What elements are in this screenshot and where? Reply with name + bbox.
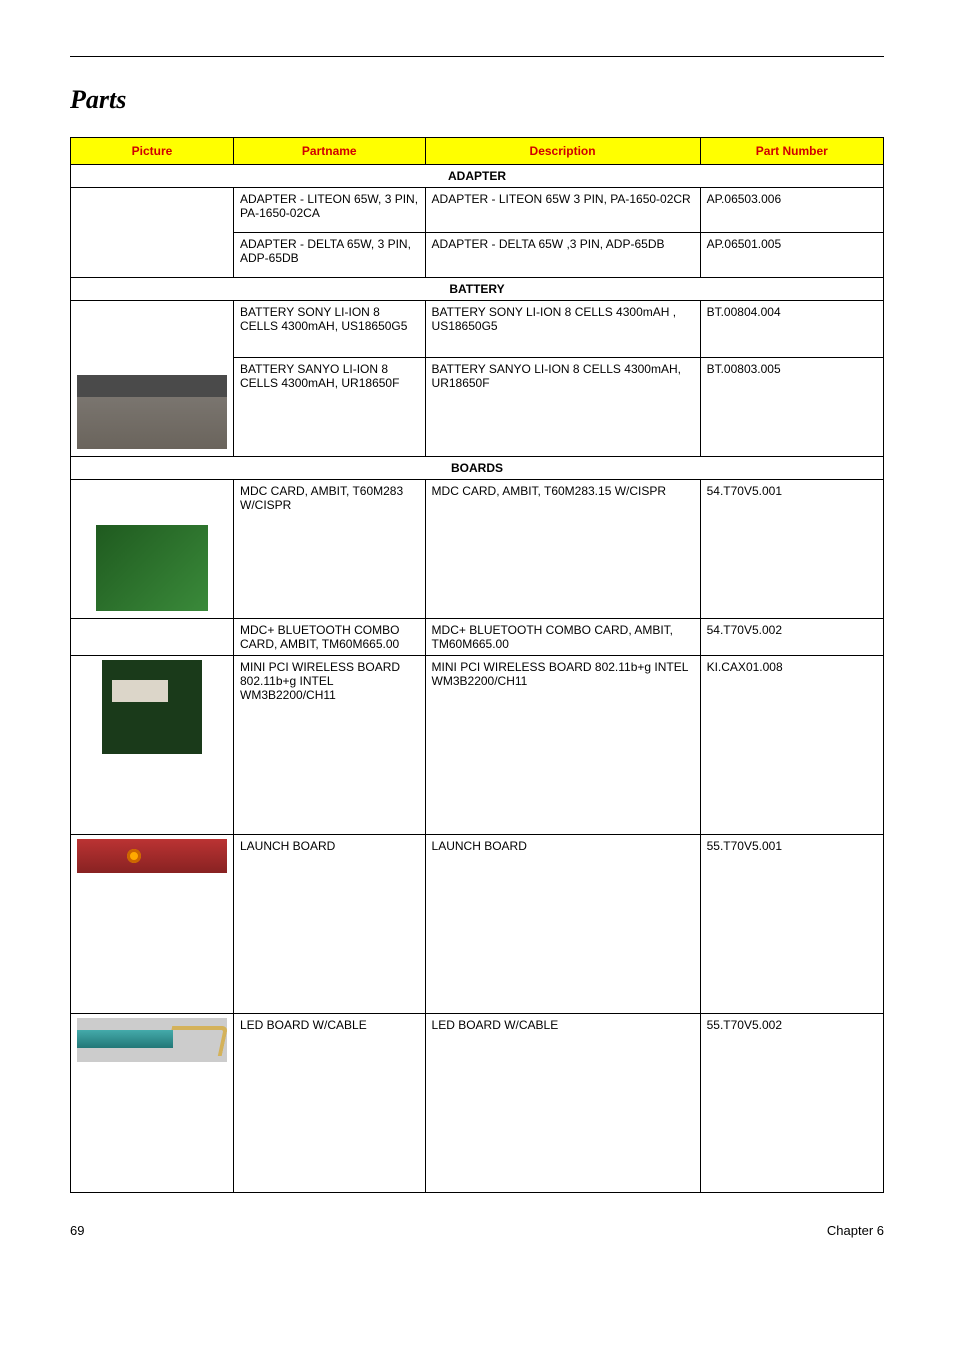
section-adapter: ADAPTER: [71, 165, 884, 188]
table-row: BATTERY SONY LI-ION 8 CELLS 4300mAH, US1…: [71, 301, 884, 358]
section-adapter-label: ADAPTER: [71, 165, 884, 188]
table-row: ADAPTER - LITEON 65W, 3 PIN, PA-1650-02C…: [71, 188, 884, 233]
partname-cell: ADAPTER - LITEON 65W, 3 PIN, PA-1650-02C…: [234, 188, 426, 233]
description-cell: MDC+ BLUETOOTH COMBO CARD, AMBIT, TM60M6…: [425, 619, 700, 656]
partname-cell: BATTERY SONY LI-ION 8 CELLS 4300mAH, US1…: [234, 301, 426, 358]
partnum-cell: AP.06501.005: [700, 233, 883, 278]
wireless-thumbnail: [102, 660, 202, 754]
launch-image: [71, 835, 234, 1014]
page-number: 69: [70, 1223, 84, 1238]
description-cell: BATTERY SONY LI-ION 8 CELLS 4300mAH , US…: [425, 301, 700, 358]
partname-cell: MDC+ BLUETOOTH COMBO CARD, AMBIT, TM60M6…: [234, 619, 426, 656]
partname-cell: BATTERY SANYO LI-ION 8 CELLS 4300mAH, UR…: [234, 358, 426, 457]
mdc-thumbnail: [96, 525, 208, 611]
description-cell: LED BOARD W/CABLE: [425, 1014, 700, 1193]
blank-image: [71, 619, 234, 656]
section-boards: BOARDS: [71, 457, 884, 480]
header-row: Picture Partname Description Part Number: [71, 138, 884, 165]
table-row: MDC+ BLUETOOTH COMBO CARD, AMBIT, TM60M6…: [71, 619, 884, 656]
led-image: [71, 1014, 234, 1193]
description-cell: BATTERY SANYO LI-ION 8 CELLS 4300mAH, UR…: [425, 358, 700, 457]
table-row: MINI PCI WIRELESS BOARD 802.11b+g INTEL …: [71, 656, 884, 835]
partname-cell: LED BOARD W/CABLE: [234, 1014, 426, 1193]
col-picture: Picture: [71, 138, 234, 165]
partnum-cell: 54.T70V5.001: [700, 480, 883, 619]
adapter-image: [71, 188, 234, 278]
partnum-cell: BT.00803.005: [700, 358, 883, 457]
parts-table: Picture Partname Description Part Number…: [70, 137, 884, 1193]
description-cell: MDC CARD, AMBIT, T60M283.15 W/CISPR: [425, 480, 700, 619]
table-row: LAUNCH BOARD LAUNCH BOARD 55.T70V5.001: [71, 835, 884, 1014]
description-cell: ADAPTER - DELTA 65W ,3 PIN, ADP-65DB: [425, 233, 700, 278]
led-thumbnail: [77, 1018, 227, 1062]
description-cell: MINI PCI WIRELESS BOARD 802.11b+g INTEL …: [425, 656, 700, 835]
section-battery-label: BATTERY: [71, 278, 884, 301]
chapter-label: Chapter 6: [827, 1223, 884, 1238]
partnum-cell: 54.T70V5.002: [700, 619, 883, 656]
mdc-image: [71, 480, 234, 619]
col-description: Description: [425, 138, 700, 165]
partnum-cell: 55.T70V5.001: [700, 835, 883, 1014]
table-row: MDC CARD, AMBIT, T60M283 W/CISPR MDC CAR…: [71, 480, 884, 619]
launch-thumbnail: [77, 839, 227, 873]
battery-thumbnail: [77, 375, 227, 449]
top-divider: [70, 56, 884, 57]
battery-image: [71, 301, 234, 457]
col-partnumber: Part Number: [700, 138, 883, 165]
partnum-cell: BT.00804.004: [700, 301, 883, 358]
description-cell: ADAPTER - LITEON 65W 3 PIN, PA-1650-02CR: [425, 188, 700, 233]
page-footer: 69 Chapter 6: [70, 1223, 884, 1238]
partnum-cell: AP.06503.006: [700, 188, 883, 233]
section-boards-label: BOARDS: [71, 457, 884, 480]
table-row: LED BOARD W/CABLE LED BOARD W/CABLE 55.T…: [71, 1014, 884, 1193]
wireless-image: [71, 656, 234, 835]
partname-cell: MINI PCI WIRELESS BOARD 802.11b+g INTEL …: [234, 656, 426, 835]
col-partname: Partname: [234, 138, 426, 165]
partnum-cell: KI.CAX01.008: [700, 656, 883, 835]
partnum-cell: 55.T70V5.002: [700, 1014, 883, 1193]
section-battery: BATTERY: [71, 278, 884, 301]
description-cell: LAUNCH BOARD: [425, 835, 700, 1014]
partname-cell: LAUNCH BOARD: [234, 835, 426, 1014]
page: Parts Picture Partname Description Part …: [0, 0, 954, 1268]
partname-cell: MDC CARD, AMBIT, T60M283 W/CISPR: [234, 480, 426, 619]
page-title: Parts: [70, 85, 884, 115]
partname-cell: ADAPTER - DELTA 65W, 3 PIN, ADP-65DB: [234, 233, 426, 278]
